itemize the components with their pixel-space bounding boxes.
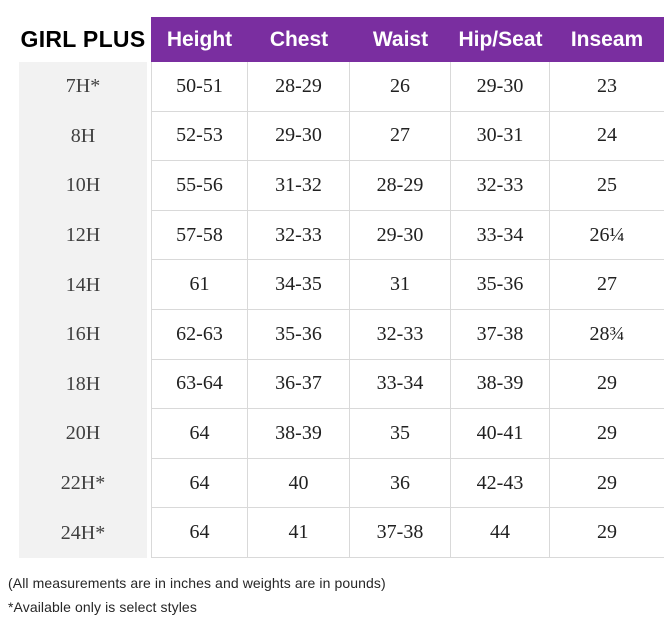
table-cell: 32-33 <box>350 309 451 360</box>
table-row: 64 40 36 42-43 29 <box>151 458 664 509</box>
table-row: 64 41 37-38 44 29 <box>151 508 664 558</box>
table-cell: 40 <box>248 458 350 509</box>
table-cell: 55-56 <box>151 161 248 211</box>
row-label: 22H* <box>19 458 147 509</box>
table-row: 63-64 36-37 33-34 38-39 29 <box>151 359 664 410</box>
table-cell: 25 <box>550 161 664 211</box>
footnote-units: (All measurements are in inches and weig… <box>8 575 386 591</box>
table-cell: 29 <box>550 459 664 509</box>
table-cell: 29 <box>550 360 664 410</box>
column-header-chest: Chest <box>269 27 329 51</box>
table-cell: 52-53 <box>151 111 248 162</box>
footnote-availability: *Available only is select styles <box>8 599 197 615</box>
data-columns: Height Chest Waist Hip/Seat Inseam 50-51 28-2… <box>151 17 664 558</box>
table-cell: 34-35 <box>248 260 350 310</box>
table-row: 50-51 28-29 26 29-30 23 <box>151 62 664 112</box>
table-row: 55-56 31-32 28-29 32-33 25 <box>151 161 664 211</box>
table-cell: 28-29 <box>248 62 350 112</box>
table-cell: 37-38 <box>451 309 550 360</box>
table-cell: 63-64 <box>151 359 248 410</box>
table-row: 52-53 29-30 27 30-31 24 <box>151 111 664 162</box>
table-cell: 28-29 <box>350 161 451 211</box>
table-row: 62-63 35-36 32-33 37-38 28¾ <box>151 309 664 360</box>
row-label: 18H <box>19 359 147 410</box>
table-cell: 32-33 <box>248 210 350 261</box>
column-header-height: Height <box>166 27 233 51</box>
table-cell: 57-58 <box>151 210 248 261</box>
table-row: 61 34-35 31 35-36 27 <box>151 260 664 310</box>
table-cell: 26 <box>350 62 451 112</box>
table-cell: 32-33 <box>451 161 550 211</box>
row-label: 14H <box>19 260 147 310</box>
column-header-inseam: Inseam <box>570 27 644 51</box>
table-cell: 27 <box>350 111 451 162</box>
table-cell: 31-32 <box>248 161 350 211</box>
size-chart-table: GIRL PLUS 7H* 8H 10H 12H 14H 16H 18H 20H 22H* 24H… <box>19 17 664 558</box>
table-cell: 36 <box>350 458 451 509</box>
table-cell: 44 <box>451 508 550 558</box>
table-title: GIRL PLUS <box>19 17 147 62</box>
table-row: 57-58 32-33 29-30 33-34 26¼ <box>151 210 664 261</box>
table-cell: 23 <box>550 62 664 112</box>
table-cell: 38-39 <box>248 409 350 459</box>
table-row: 64 38-39 35 40-41 29 <box>151 409 664 459</box>
table-cell: 28¾ <box>550 310 664 360</box>
table-cell: 64 <box>151 458 248 509</box>
row-label: 20H <box>19 409 147 459</box>
row-label: 7H* <box>19 62 147 112</box>
column-header-hip-seat: Hip/Seat <box>458 27 543 51</box>
table-cell: 31 <box>350 260 451 310</box>
table-cell: 36-37 <box>248 359 350 410</box>
table-cell: 33-34 <box>451 210 550 261</box>
table-header-row: Height Chest Waist Hip/Seat Inseam <box>151 17 664 62</box>
row-label: 24H* <box>19 508 147 558</box>
row-label: 16H <box>19 309 147 360</box>
table-cell: 64 <box>151 409 248 459</box>
table-cell: 35-36 <box>451 260 550 310</box>
table-cell: 29 <box>550 508 664 558</box>
row-label: 12H <box>19 210 147 261</box>
table-cell: 24 <box>550 112 664 162</box>
table-cell: 29-30 <box>248 111 350 162</box>
row-label: 8H <box>19 111 147 162</box>
table-cell: 30-31 <box>451 111 550 162</box>
footnotes: (All measurements are in inches and weig… <box>8 571 386 619</box>
table-cell: 50-51 <box>151 62 248 112</box>
row-label-column: GIRL PLUS 7H* 8H 10H 12H 14H 16H 18H 20H 22H* 24H… <box>19 17 147 558</box>
table-cell: 61 <box>151 260 248 310</box>
column-header-waist: Waist <box>372 27 429 51</box>
table-cell: 41 <box>248 508 350 558</box>
table-cell: 37-38 <box>350 508 451 558</box>
table-cell: 40-41 <box>451 409 550 459</box>
table-cell: 29 <box>550 409 664 459</box>
table-cell: 64 <box>151 508 248 558</box>
table-cell: 26¼ <box>550 211 664 261</box>
table-cell: 27 <box>550 260 664 310</box>
table-cell: 42-43 <box>451 458 550 509</box>
row-label: 10H <box>19 161 147 211</box>
table-cell: 29-30 <box>350 210 451 261</box>
table-cell: 35-36 <box>248 309 350 360</box>
table-cell: 62-63 <box>151 309 248 360</box>
table-cell: 35 <box>350 409 451 459</box>
table-cell: 33-34 <box>350 359 451 410</box>
table-cell: 38-39 <box>451 359 550 410</box>
table-cell: 29-30 <box>451 62 550 112</box>
table-body: 50-51 28-29 26 29-30 23 52-53 29-30 27 30-31 24 55… <box>151 62 664 558</box>
